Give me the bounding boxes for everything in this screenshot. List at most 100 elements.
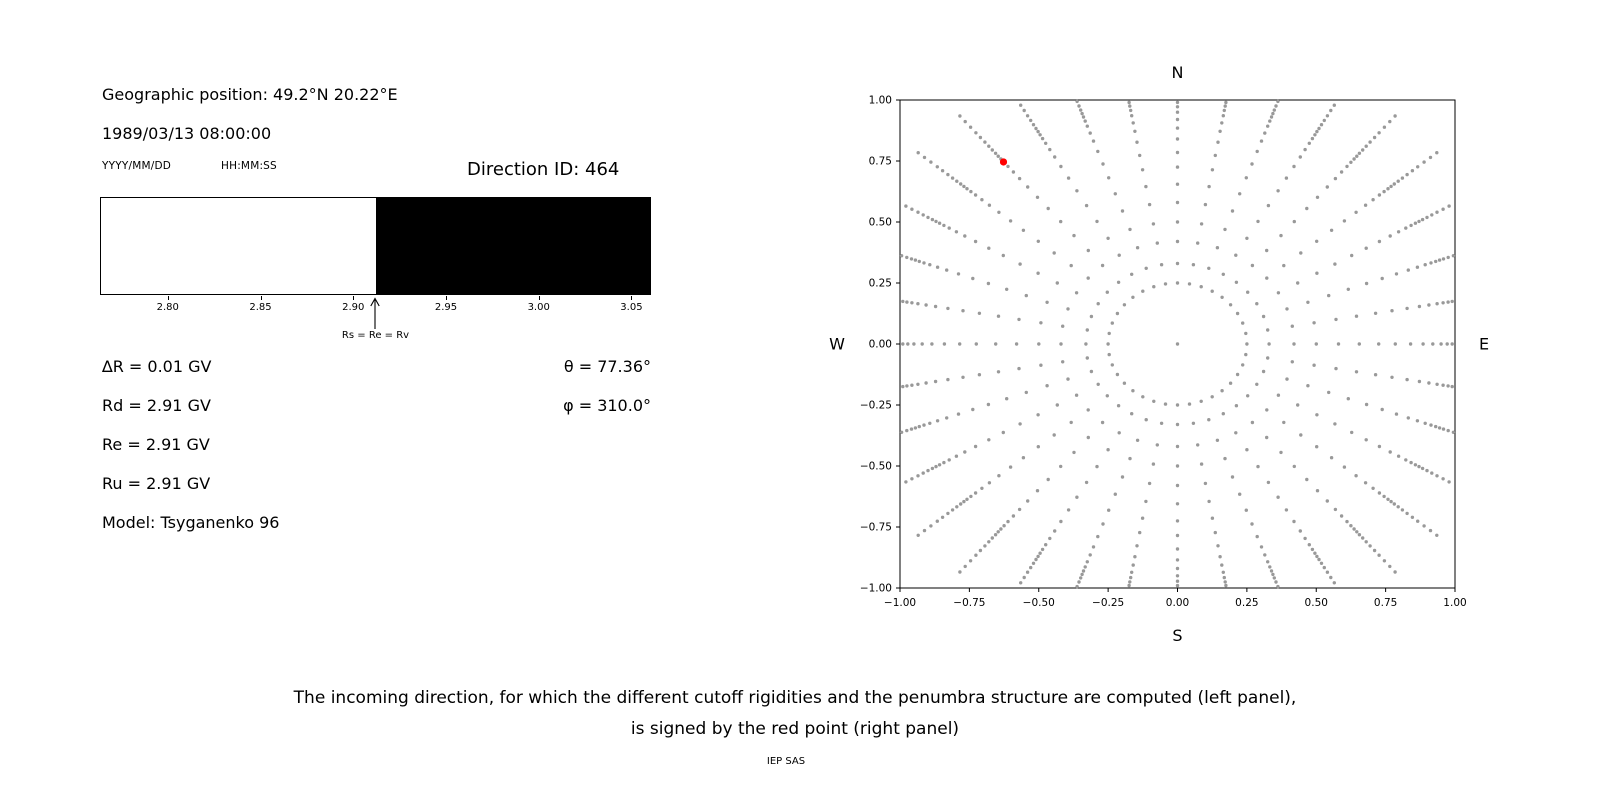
direction-dot — [1450, 299, 1454, 304]
direction-dot — [1061, 360, 1065, 364]
direction-dot — [1406, 416, 1410, 420]
direction-dot — [1451, 430, 1456, 434]
cutoff-arrow-label: Rs = Re = Rv — [341, 330, 410, 341]
direction-dot — [1417, 464, 1421, 469]
direction-dot — [901, 384, 905, 389]
direction-dot — [1106, 236, 1110, 240]
direction-dot — [1096, 149, 1100, 154]
direction-dot — [1325, 570, 1330, 574]
direction-dot — [1147, 202, 1152, 207]
direction-dot — [1413, 221, 1418, 225]
direction-dot — [1021, 456, 1026, 460]
direction-dot — [1207, 266, 1211, 270]
direction-dot — [1441, 207, 1445, 211]
direction-dot — [1329, 108, 1333, 113]
direction-dot — [920, 342, 924, 346]
direction-dot — [978, 135, 983, 140]
direction-dot — [1259, 139, 1264, 143]
direction-dot — [1175, 422, 1180, 427]
direction-dot — [922, 261, 926, 265]
direction-dot — [986, 281, 991, 286]
direction-dot — [1441, 383, 1445, 387]
direction-dot — [1128, 580, 1132, 584]
direction-dot — [1339, 514, 1344, 518]
direction-dot — [1445, 342, 1449, 346]
direction-dot — [1088, 553, 1092, 557]
direction-dot — [1292, 342, 1296, 346]
direction-dot — [1299, 251, 1303, 255]
direction-dot — [1306, 384, 1310, 388]
direction-dot — [1382, 189, 1386, 194]
direction-dot — [1404, 226, 1408, 230]
x-tick-label: 0.75 — [1374, 597, 1397, 609]
direction-dot — [956, 412, 961, 416]
direction-dot — [1144, 418, 1148, 422]
direction-dot — [1266, 480, 1271, 485]
direction-dot — [1333, 507, 1338, 512]
direction-dot — [1377, 131, 1381, 135]
direction-dot — [1135, 544, 1139, 548]
penumbra-x-tick — [631, 296, 633, 300]
direction-dot — [1008, 465, 1013, 469]
direction-dot — [1276, 393, 1281, 397]
direction-dot — [1307, 543, 1311, 547]
direction-dot — [1310, 547, 1315, 552]
direction-dot — [1127, 583, 1131, 588]
direction-dot — [934, 464, 938, 469]
direction-dot — [1128, 104, 1132, 108]
direction-dot — [1046, 206, 1050, 211]
direction-dot — [1175, 200, 1180, 205]
direction-dot — [1274, 104, 1278, 108]
direction-dot — [994, 342, 998, 346]
direction-dot — [1263, 131, 1267, 135]
direction-dot — [1306, 300, 1310, 304]
direction-dot — [1373, 311, 1378, 315]
direction-dot — [1085, 356, 1089, 360]
direction-dot — [1292, 164, 1296, 169]
direction-dot — [1364, 246, 1368, 250]
direction-dot — [901, 299, 905, 304]
direction-dot — [1292, 219, 1296, 224]
direction-dot — [1332, 103, 1336, 107]
direction-dot — [913, 258, 918, 262]
direction-dot — [916, 302, 920, 306]
direction-dot — [1423, 421, 1427, 425]
direction-dot — [1175, 342, 1180, 346]
direction-dot — [1152, 399, 1156, 403]
direction-dot — [1245, 236, 1249, 240]
direction-dot — [1435, 474, 1439, 478]
direction-dot — [1416, 165, 1420, 169]
direction-dot — [1222, 575, 1226, 580]
direction-dot — [1046, 477, 1050, 482]
direction-dot — [1131, 389, 1135, 393]
direction-dot — [1221, 272, 1225, 276]
direction-dot — [950, 176, 955, 180]
caption-line-2: is signed by the red point (right panel) — [630, 719, 960, 739]
direction-dot — [1120, 475, 1125, 479]
direction-dot — [1428, 528, 1433, 533]
direction-dot — [1155, 241, 1159, 245]
direction-dot — [1230, 475, 1235, 479]
direction-dot — [1431, 342, 1435, 346]
direction-dot — [1018, 262, 1022, 266]
direction-dot — [1372, 548, 1377, 553]
theta-value: θ = 77.36° — [563, 357, 651, 376]
direction-dot — [1265, 435, 1269, 440]
direction-dot — [1026, 499, 1030, 503]
direction-dot — [1396, 230, 1401, 234]
direction-dot — [1346, 287, 1350, 291]
direction-dot — [1354, 370, 1359, 374]
direction-dot — [1084, 480, 1089, 485]
direction-dot — [1040, 547, 1045, 552]
direction-dot — [1327, 390, 1331, 395]
direction-dot — [1446, 300, 1450, 304]
direction-dot — [1101, 522, 1105, 526]
direction-dot — [1014, 342, 1019, 346]
direction-dot — [1241, 363, 1245, 367]
direction-dot — [1299, 433, 1303, 437]
direction-dot — [1266, 124, 1270, 128]
direction-dot — [1175, 403, 1180, 407]
direction-dot — [1069, 263, 1073, 268]
direction-dot — [977, 373, 982, 377]
direction-dot — [1409, 223, 1413, 228]
